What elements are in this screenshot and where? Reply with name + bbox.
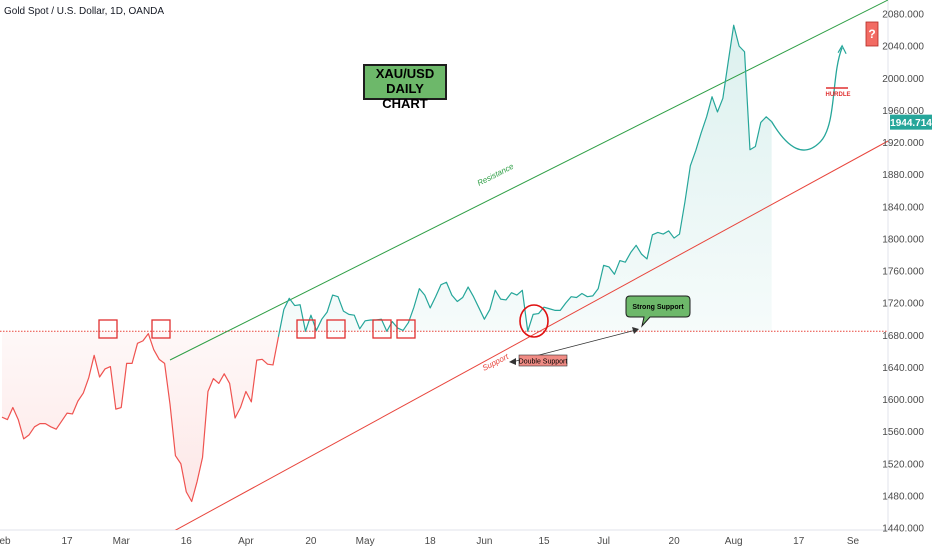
title-line-2: DAILY CHART	[382, 81, 428, 111]
y-tick-label: 1480.000	[882, 491, 924, 502]
x-tick-label: Mar	[113, 536, 131, 547]
x-tick-label: 15	[538, 536, 550, 547]
y-tick-label: 1600.000	[882, 395, 924, 406]
projection-arrow-icon	[837, 44, 847, 54]
x-tick-label: Aug	[725, 536, 743, 547]
x-tick-label: Apr	[238, 536, 254, 547]
support-test-box	[98, 319, 118, 339]
support-test-box	[372, 319, 392, 339]
y-tick-label: 2080.000	[882, 10, 924, 21]
x-tick-label: Jun	[476, 536, 492, 547]
price-series-line-1	[277, 24, 773, 337]
strong-support-callout	[625, 295, 691, 328]
support-test-box	[296, 319, 316, 339]
strong-support-label: Strong Support	[632, 304, 684, 311]
y-tick-label: 1920.000	[882, 138, 924, 149]
support-test-box	[326, 319, 346, 339]
chart-title-box: XAU/USD DAILY CHART	[363, 64, 447, 111]
last-price-tag: 1944.714	[890, 114, 932, 130]
price-series-line-0	[1, 333, 280, 503]
support-test-box	[396, 319, 416, 339]
title-line-1: XAU/USD	[375, 66, 435, 81]
double-support-circle	[519, 304, 549, 338]
teal-area-fill	[278, 25, 772, 337]
y-tick-label: 1760.000	[882, 267, 924, 278]
resistance-label: Resistance	[476, 162, 516, 188]
x-tick-label: 16	[181, 536, 193, 547]
question-box	[865, 21, 879, 47]
y-tick-label: 1680.000	[882, 331, 924, 342]
y-tick-label: 1720.000	[882, 299, 924, 310]
projection-curve	[771, 47, 843, 151]
y-tick-label: 1560.000	[882, 427, 924, 438]
x-tick-label: May	[356, 536, 375, 547]
x-tick-label: 20	[669, 536, 681, 547]
y-tick-label: 1520.000	[882, 459, 924, 470]
y-tick-label: 1960.000	[882, 106, 924, 117]
x-tick-label: 17	[61, 536, 73, 547]
last-price-value: 1944.714	[890, 118, 932, 129]
resistance-trendline	[169, 0, 888, 361]
y-tick-label: 1840.000	[882, 202, 924, 213]
double-support-box	[518, 354, 568, 367]
support-test-box	[151, 319, 171, 339]
double-support-label: Double Support	[519, 359, 568, 366]
y-tick-label: 1440.000	[882, 524, 924, 535]
y-tick-label: 1800.000	[882, 234, 924, 245]
y-tick-label: 2000.000	[882, 74, 924, 85]
y-tick-label: 1640.000	[882, 363, 924, 374]
x-tick-label: 17	[793, 536, 805, 547]
x-tick-label: Se	[847, 536, 860, 547]
y-tick-label: 1880.000	[882, 170, 924, 181]
y-tick-label: 2040.000	[882, 42, 924, 53]
symbol-title: Gold Spot / U.S. Dollar, 1D, OANDA	[4, 6, 165, 17]
question-label: ?	[868, 27, 875, 41]
arrow-head-left-icon	[509, 358, 516, 365]
hurdle-label: HURDLE	[826, 92, 851, 98]
x-tick-label: 20	[305, 536, 317, 547]
price-scale[interactable]	[888, 0, 932, 550]
arrow-head-right-icon	[632, 327, 639, 334]
x-tick-label: Feb	[0, 536, 11, 547]
x-tick-label: 18	[425, 536, 437, 547]
x-tick-label: Jul	[597, 536, 610, 547]
red-area-fill	[2, 331, 279, 502]
